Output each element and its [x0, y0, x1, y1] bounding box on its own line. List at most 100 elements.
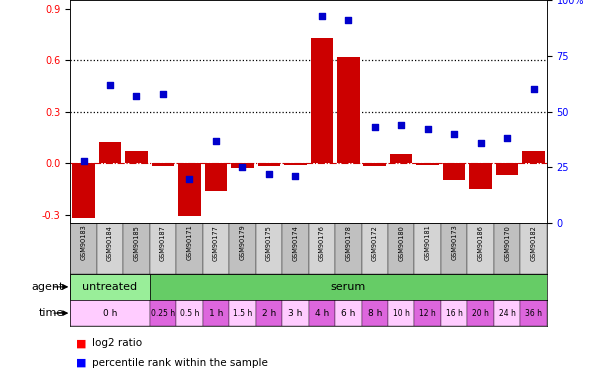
Bar [176, 300, 203, 326]
Text: 36 h: 36 h [525, 309, 542, 318]
Bar [337, 57, 359, 163]
Bar [469, 163, 492, 189]
Bar [309, 223, 335, 274]
Bar [176, 223, 203, 274]
Point [529, 86, 538, 92]
Bar [494, 300, 521, 326]
Text: ■: ■ [76, 358, 87, 368]
Bar [388, 300, 414, 326]
Bar [494, 223, 521, 274]
Text: 0.5 h: 0.5 h [180, 309, 199, 318]
Text: 16 h: 16 h [446, 309, 463, 318]
Text: 0 h: 0 h [103, 309, 117, 318]
Text: GSM90170: GSM90170 [504, 225, 510, 261]
Bar [150, 274, 547, 300]
Bar [282, 300, 309, 326]
Text: 6 h: 6 h [341, 309, 356, 318]
Bar [231, 163, 254, 168]
Bar [310, 38, 333, 163]
Bar [255, 223, 282, 274]
Bar [414, 300, 441, 326]
Bar [441, 300, 467, 326]
Text: untreated: untreated [82, 282, 137, 292]
Text: 12 h: 12 h [419, 309, 436, 318]
Text: GSM90187: GSM90187 [160, 225, 166, 261]
Bar [443, 163, 466, 180]
Bar [229, 223, 255, 274]
Bar [496, 163, 518, 175]
Bar [521, 223, 547, 274]
Point [449, 131, 459, 137]
Text: GSM90178: GSM90178 [345, 225, 351, 261]
Point [397, 122, 406, 128]
Text: 3 h: 3 h [288, 309, 302, 318]
Point [185, 176, 194, 181]
Text: GSM90185: GSM90185 [133, 225, 139, 261]
Bar [178, 163, 200, 216]
Bar [255, 300, 282, 326]
Bar [125, 151, 148, 163]
Bar [388, 223, 414, 274]
Text: GSM90173: GSM90173 [451, 225, 457, 260]
Text: GSM90179: GSM90179 [240, 225, 246, 260]
Text: GSM90176: GSM90176 [319, 225, 325, 261]
Text: 10 h: 10 h [393, 309, 409, 318]
Bar [335, 223, 362, 274]
Text: time: time [39, 308, 64, 318]
Text: serum: serum [331, 282, 366, 292]
Point [158, 91, 168, 97]
Bar [205, 163, 227, 190]
Bar [97, 223, 123, 274]
Bar [362, 300, 388, 326]
Text: GSM90182: GSM90182 [530, 225, 536, 261]
Text: 2 h: 2 h [262, 309, 276, 318]
Bar [282, 223, 309, 274]
Bar [123, 223, 150, 274]
Bar [70, 300, 150, 326]
Text: GSM90177: GSM90177 [213, 225, 219, 261]
Bar [467, 300, 494, 326]
Text: ■: ■ [76, 338, 87, 348]
Point [264, 171, 274, 177]
Text: GSM90186: GSM90186 [478, 225, 484, 261]
Point [317, 13, 327, 19]
Bar [414, 223, 441, 274]
Point [343, 17, 353, 23]
Point [290, 173, 300, 179]
Point [370, 124, 379, 130]
Point [211, 138, 221, 144]
Text: GSM90171: GSM90171 [186, 225, 192, 260]
Text: 24 h: 24 h [499, 309, 516, 318]
Bar [203, 223, 229, 274]
Bar [364, 163, 386, 166]
Bar [70, 274, 150, 300]
Bar [70, 223, 97, 274]
Point [238, 164, 247, 170]
Point [131, 93, 141, 99]
Point [105, 82, 115, 88]
Text: 1 h: 1 h [209, 309, 223, 318]
Bar [258, 163, 280, 166]
Bar [441, 223, 467, 274]
Text: 20 h: 20 h [472, 309, 489, 318]
Point [79, 158, 89, 164]
Text: GSM90175: GSM90175 [266, 225, 272, 261]
Text: GSM90184: GSM90184 [107, 225, 113, 261]
Bar [522, 151, 545, 163]
Bar [521, 300, 547, 326]
Bar [229, 300, 255, 326]
Bar [150, 223, 176, 274]
Text: agent: agent [32, 282, 64, 292]
Bar [309, 300, 335, 326]
Text: percentile rank within the sample: percentile rank within the sample [92, 358, 268, 368]
Text: GSM90183: GSM90183 [81, 225, 87, 260]
Text: 4 h: 4 h [315, 309, 329, 318]
Bar [203, 300, 229, 326]
Bar [152, 163, 174, 166]
Bar [284, 163, 307, 165]
Bar [335, 300, 362, 326]
Bar [99, 142, 121, 163]
Text: 1.5 h: 1.5 h [233, 309, 252, 318]
Text: GSM90174: GSM90174 [292, 225, 298, 261]
Bar [390, 154, 412, 163]
